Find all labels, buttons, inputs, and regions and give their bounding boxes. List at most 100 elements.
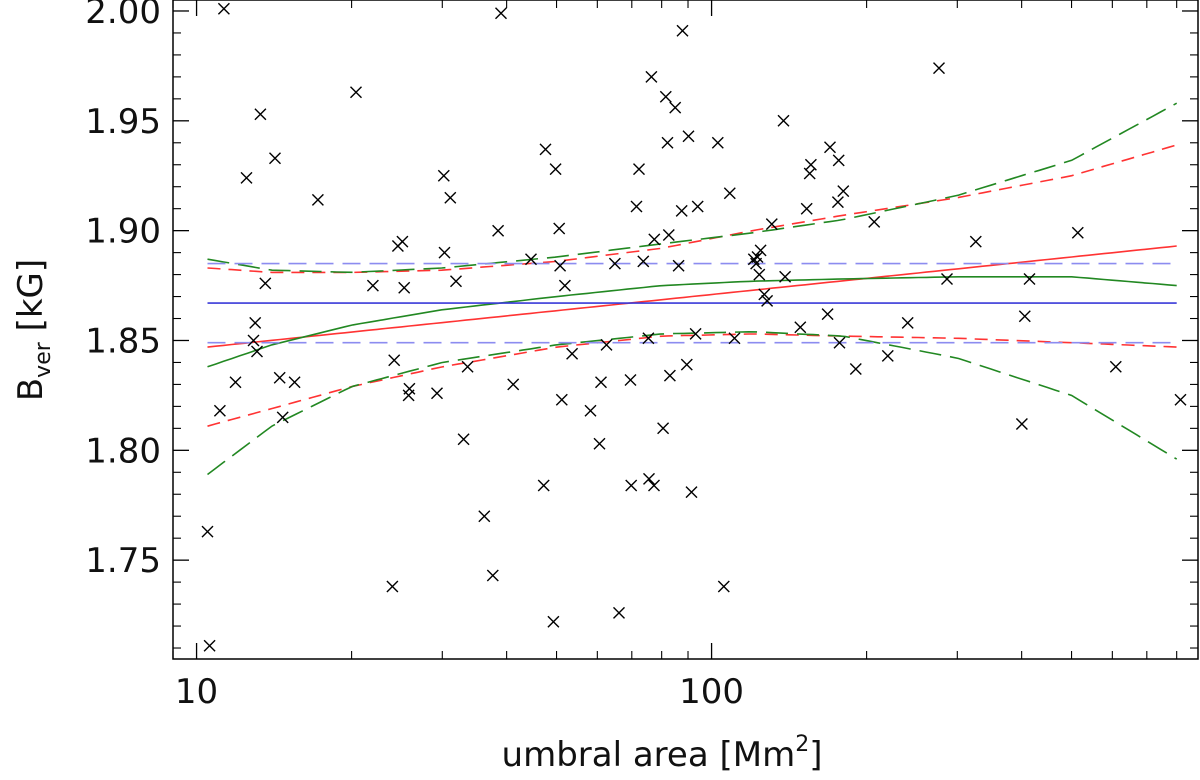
data-point	[457, 433, 470, 446]
data-point	[201, 525, 214, 538]
data-point	[685, 486, 698, 499]
data-point	[566, 347, 579, 360]
data-point	[753, 268, 766, 281]
data-point	[765, 218, 778, 231]
x-tick-label: 10	[175, 672, 218, 712]
data-point	[832, 154, 845, 167]
y-tick-label: 1.95	[85, 102, 161, 142]
y-axis-title-sub: ver	[31, 341, 56, 378]
data-point	[800, 202, 813, 215]
data-point	[717, 580, 730, 593]
data-point	[637, 255, 650, 268]
data-point	[831, 196, 844, 209]
data-point	[659, 90, 672, 103]
data-point	[837, 185, 850, 198]
data-point	[600, 338, 613, 351]
data-point	[633, 163, 645, 176]
data-point	[833, 336, 846, 349]
fit-line-linear-fit-bound-2	[207, 333, 1177, 427]
data-point	[691, 200, 704, 213]
data-point	[1018, 310, 1031, 323]
data-point	[437, 169, 450, 182]
data-point	[537, 479, 550, 492]
data-point	[663, 369, 676, 382]
axis-ticks: 1.75 1.80 1.85 1.90 1.95 2.00 10 100	[85, 0, 1198, 712]
data-point	[398, 281, 411, 294]
data-point	[595, 376, 607, 389]
data-point	[804, 158, 817, 171]
x-tick-label: 100	[679, 672, 744, 712]
data-point	[689, 327, 702, 340]
data-point	[657, 422, 670, 435]
data-point	[558, 279, 571, 292]
data-point	[492, 224, 505, 237]
data-point	[247, 334, 260, 347]
data-point	[539, 143, 552, 156]
y-tick-label: 1.85	[85, 321, 161, 361]
data-point	[642, 332, 655, 345]
data-point	[1071, 226, 1084, 239]
data-point	[593, 437, 606, 450]
y-axis-title: Bver [kG]	[11, 259, 56, 401]
data-point	[431, 387, 443, 400]
data-point	[723, 187, 736, 200]
y-tick-label: 1.75	[85, 541, 161, 581]
data-point	[625, 479, 638, 492]
data-point	[672, 259, 685, 272]
data-point	[761, 294, 774, 307]
data-point	[444, 191, 457, 204]
data-point	[777, 114, 790, 127]
data-point	[553, 222, 566, 235]
data-point	[1015, 418, 1028, 430]
data-point	[259, 277, 272, 290]
data-point	[669, 101, 682, 114]
fit-line-linear-fit-bound-1	[207, 144, 1177, 274]
data-point	[1023, 273, 1036, 285]
data-point	[676, 24, 689, 37]
data-point	[251, 345, 263, 358]
x-axis-title-sup: 2	[795, 732, 809, 757]
data-point	[547, 615, 560, 628]
x-axis-title-main: umbral area [Mm	[502, 735, 796, 775]
data-point	[1174, 393, 1187, 406]
data-point	[269, 152, 281, 165]
data-point	[229, 376, 242, 389]
data-point	[396, 235, 409, 248]
data-point	[288, 376, 301, 389]
data-point	[217, 2, 230, 15]
data-point	[213, 404, 226, 417]
fit-line-linear-fit-0	[207, 245, 1177, 348]
data-point	[849, 363, 862, 375]
data-point	[824, 141, 836, 154]
data-point	[461, 360, 474, 373]
data-point	[240, 171, 253, 184]
data-point	[366, 279, 379, 292]
data-point	[624, 374, 637, 386]
data-point	[648, 479, 660, 492]
data-point	[711, 136, 724, 149]
data-point	[868, 215, 881, 228]
x-axis-title: umbral area [Mm2]	[502, 732, 823, 775]
data-point	[608, 257, 621, 270]
data-point	[350, 86, 362, 99]
data-point	[450, 275, 462, 288]
fit-line-quadratic-fit-bound-5	[207, 330, 1178, 476]
data-point	[648, 233, 661, 246]
data-point	[754, 244, 767, 257]
data-point	[661, 136, 674, 149]
data-point	[630, 200, 643, 213]
data-point	[203, 639, 216, 652]
data-point	[254, 108, 267, 121]
data-point	[941, 273, 953, 285]
data-point	[486, 569, 499, 582]
y-tick-label: 1.90	[85, 212, 161, 252]
y-tick-label: 2.00	[85, 0, 161, 32]
data-point	[758, 288, 771, 301]
y-axis-title-main: B	[11, 378, 51, 401]
plot-frame	[172, 0, 1199, 660]
data-point	[276, 411, 289, 424]
data-point	[507, 378, 520, 391]
data-point	[478, 510, 491, 523]
data-point	[613, 606, 625, 619]
